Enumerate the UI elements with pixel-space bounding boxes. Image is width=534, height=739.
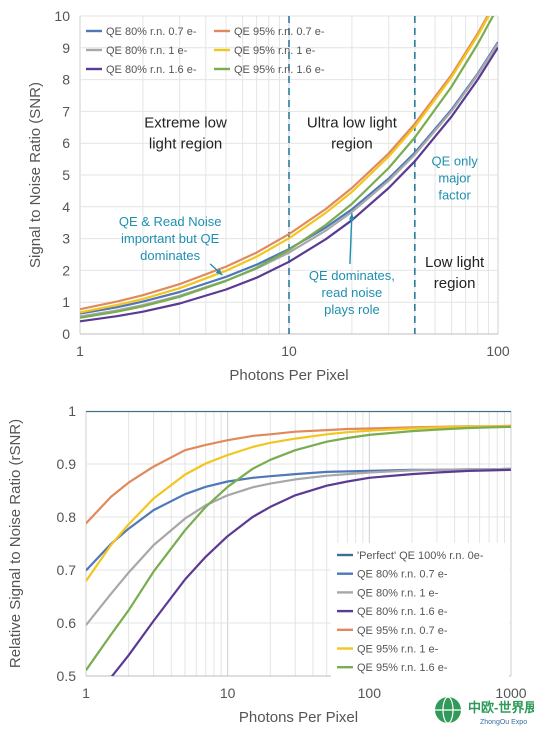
series-line (80, 16, 495, 319)
y-axis-title: Signal to Noise Ratio (SNR) (27, 82, 44, 268)
annotation-arrowhead (348, 213, 355, 220)
region-label-line: light region (149, 135, 222, 152)
x-tick-label: 10 (281, 343, 297, 359)
y-tick-label: 0.5 (57, 668, 77, 684)
series-group (86, 411, 511, 676)
legend-label: QE 95% r.n. 0.7 e- (357, 625, 448, 637)
series-line (86, 425, 511, 582)
legend-label: QE 95% r.n. 1.6 e- (234, 64, 325, 76)
x-axis-title: Photons Per Pixel (229, 367, 348, 384)
legend-label: QE 80% r.n. 1.6 e- (357, 606, 448, 618)
series-line (86, 425, 511, 671)
y-tick-label: 4 (62, 199, 70, 215)
region-label-line: region (331, 135, 373, 152)
y-tick-label: 5 (62, 167, 70, 183)
y-tick-label: 0.7 (57, 562, 77, 578)
expo-logo: 中欧-世界展会 ZhongOu Expo (435, 696, 534, 726)
x-tick-label: 1 (82, 685, 90, 701)
annotation-arrow (349, 213, 353, 264)
y-tick-label: 0 (62, 326, 70, 342)
series-line (110, 468, 511, 676)
annotation-arrowhead (215, 268, 223, 276)
legend-label: QE 95% r.n. 0.7 e- (234, 26, 325, 38)
annotation-line: QE & Read Noise (119, 214, 222, 229)
y-tick-label: 8 (62, 72, 70, 88)
y-tick-label: 3 (62, 231, 70, 247)
legend-label: QE 95% r.n. 1.6 e- (357, 662, 448, 674)
region-label-line: Ultra low light (307, 114, 398, 131)
legend-label: 'Perfect' QE 100% r.n. 0e- (357, 550, 484, 562)
series-line (80, 16, 490, 314)
annotation-line: read noise (322, 285, 383, 300)
y-axis-title: Relative Signal to Noise Ratio (rSNR) (7, 419, 24, 668)
x-tick-label: 100 (486, 343, 510, 359)
x-tick-label: 10 (220, 685, 236, 701)
y-tick-label: 10 (54, 8, 70, 24)
x-tick-label: 1000 (495, 685, 526, 701)
region-label-line: Low light (425, 254, 485, 271)
y-tick-label: 0.9 (57, 456, 77, 472)
annotation-line: major (438, 170, 471, 185)
annotation-line: QE only (431, 153, 478, 168)
legend-label: QE 80% r.n. 1 e- (106, 45, 188, 57)
y-tick-label: 1 (62, 294, 70, 310)
y-tick-label: 0.6 (57, 615, 77, 631)
legend-label: QE 80% r.n. 0.7 e- (106, 26, 197, 38)
legend-label: QE 80% r.n. 1.6 e- (106, 64, 197, 76)
series-group (80, 16, 498, 323)
legend-label: QE 95% r.n. 1 e- (234, 45, 316, 57)
x-tick-label: 1 (76, 343, 84, 359)
rsnr-chart: 1 10 100 1000 0.5 0.6 0.7 0.8 0.9 1 Photons Per Pi… (7, 403, 527, 726)
y-tick-label: 6 (62, 135, 70, 151)
y-tick-label: 7 (62, 103, 70, 119)
logo-subtext: ZhongOu Expo (480, 719, 527, 726)
region-label-line: region (434, 275, 476, 292)
region-label-line: Extreme low (144, 114, 227, 131)
logo-text: 中欧-世界展会 (468, 700, 534, 715)
legend-label: QE 80% r.n. 0.7 e- (357, 569, 448, 581)
series-line (80, 46, 498, 323)
legend-label: QE 80% r.n. 1 e- (357, 587, 439, 599)
series-line (86, 467, 511, 626)
series-line (80, 42, 498, 318)
annotation-line: important but QE (121, 231, 220, 246)
series-line (80, 16, 489, 311)
annotation-line: plays role (324, 302, 380, 317)
y-tick-label: 1 (68, 403, 76, 419)
annotation-line: factor (438, 187, 471, 202)
x-axis-title: Photons Per Pixel (239, 709, 358, 726)
legend-label: QE 95% r.n. 1 e- (357, 644, 439, 656)
annotation-line: QE dominates, (309, 268, 395, 283)
legend: QE 80% r.n. 0.7 e- QE 80% r.n. 1 e- QE 80%… (86, 26, 325, 76)
legend-background (331, 543, 509, 679)
y-tick-label: 9 (62, 40, 70, 56)
y-tick-label: 0.8 (57, 509, 77, 525)
y-tick-label: 2 (62, 262, 70, 278)
annotation-line: dominates (140, 248, 200, 263)
x-tick-label: 100 (358, 685, 382, 701)
legend: 'Perfect' QE 100% r.n. 0e- QE 80% r.n. 0.… (331, 543, 509, 679)
